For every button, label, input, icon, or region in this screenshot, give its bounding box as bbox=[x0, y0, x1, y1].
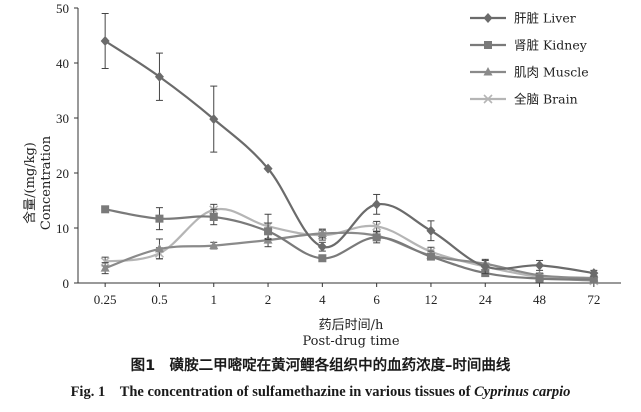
data-point bbox=[100, 256, 110, 267]
x-axis-label-cn: 药后时间/h bbox=[319, 318, 384, 333]
point-marker-stroke bbox=[483, 94, 493, 104]
legend-item: 全脑 Brain bbox=[470, 92, 578, 107]
figure-caption-en-species: Cyprinus carpio bbox=[474, 384, 571, 400]
data-point bbox=[101, 205, 110, 214]
data-point bbox=[209, 213, 218, 221]
legend-swatch-marker bbox=[483, 67, 493, 76]
series-line-liver bbox=[104, 40, 595, 275]
series-line-kidney bbox=[104, 208, 594, 281]
x-tick-label: 6 bbox=[373, 292, 380, 307]
y-tick-label: 10 bbox=[56, 221, 69, 236]
data-point bbox=[317, 228, 327, 237]
legend-item: 肝脏 Liver bbox=[470, 11, 576, 26]
data-point bbox=[155, 214, 164, 223]
data-point bbox=[264, 227, 273, 236]
data-point bbox=[372, 221, 382, 231]
legend-swatch-marker bbox=[484, 41, 492, 49]
point-marker-stroke bbox=[372, 221, 382, 231]
figure-caption-en: Fig. 1 The concentration of sulfamethazi… bbox=[0, 380, 641, 401]
data-point bbox=[154, 243, 164, 253]
x-tick-label: 24 bbox=[479, 292, 493, 307]
legend-item: 肌肉 Muscle bbox=[470, 65, 589, 80]
data-point bbox=[263, 163, 273, 174]
data-point bbox=[372, 199, 382, 210]
data-point bbox=[589, 275, 598, 284]
x-tick-label: 2 bbox=[265, 292, 272, 307]
data-point bbox=[535, 260, 545, 271]
legend-swatch-marker bbox=[483, 94, 493, 104]
x-tick-label: 0.5 bbox=[151, 292, 167, 307]
y-tick-label: 30 bbox=[56, 111, 69, 126]
y-axis-label-cn: 含量/(mg/kg) bbox=[22, 142, 38, 224]
x-tick-label: 12 bbox=[424, 292, 437, 307]
legend-label: 肌肉 Muscle bbox=[514, 65, 589, 80]
data-point bbox=[372, 233, 381, 242]
data-point bbox=[318, 254, 327, 263]
data-point bbox=[426, 225, 436, 236]
figure-caption-en-text: Fig. 1 The concentration of sulfamethazi… bbox=[70, 384, 475, 400]
y-axis-label-en: Concentration bbox=[39, 135, 54, 230]
y-tick-label: 0 bbox=[63, 276, 70, 291]
legend-label: 肾脏 Kidney bbox=[514, 38, 588, 53]
chart-legend: 肝脏 Liver 肾脏 Kidney 肌肉 Muscle 全脑 Brain bbox=[470, 11, 589, 107]
data-point bbox=[209, 240, 219, 250]
x-axis-label-en: Post-drug time bbox=[302, 334, 399, 349]
y-tick-label: 40 bbox=[56, 56, 69, 71]
data-point bbox=[100, 263, 110, 272]
series-line-brain bbox=[104, 207, 594, 282]
data-point bbox=[209, 114, 219, 125]
data-point bbox=[100, 36, 110, 46]
x-tick-label: 72 bbox=[587, 292, 600, 307]
legend-swatch-marker bbox=[483, 13, 493, 23]
data-point bbox=[317, 241, 327, 252]
data-point bbox=[154, 71, 164, 82]
x-tick-label: 48 bbox=[533, 292, 546, 307]
chart-series-layer bbox=[100, 13, 599, 286]
y-tick-label: 20 bbox=[56, 166, 69, 181]
figure-caption-cn: 图1 磺胺二甲嘧啶在黄河鲤各组织中的血药浓度–时间曲线 bbox=[130, 358, 511, 374]
series-liver bbox=[100, 13, 599, 279]
legend-label: 全脑 Brain bbox=[514, 92, 578, 107]
legend-item: 肾脏 Kidney bbox=[470, 38, 588, 53]
y-tick-label: 50 bbox=[56, 1, 69, 16]
x-tick-label: 4 bbox=[319, 292, 326, 307]
data-point bbox=[426, 252, 435, 261]
series-line-muscle bbox=[104, 231, 594, 280]
x-tick-label: 0.25 bbox=[94, 292, 117, 307]
x-tick-label: 1 bbox=[211, 292, 218, 307]
data-point bbox=[480, 261, 490, 272]
data-point bbox=[589, 268, 599, 279]
data-point bbox=[535, 274, 544, 283]
point-marker-stroke bbox=[100, 256, 110, 267]
legend-label: 肝脏 Liver bbox=[514, 11, 576, 26]
